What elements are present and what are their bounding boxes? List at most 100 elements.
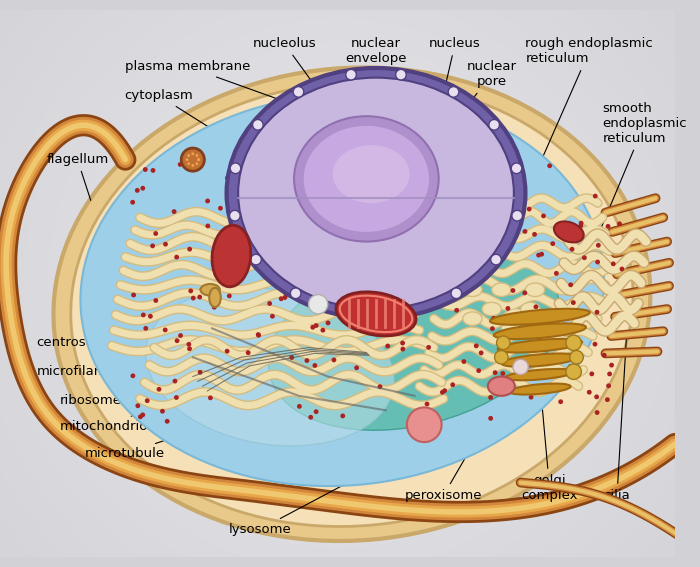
Circle shape	[396, 326, 401, 331]
Circle shape	[332, 358, 336, 362]
Circle shape	[230, 210, 240, 221]
Circle shape	[153, 231, 158, 236]
Circle shape	[181, 148, 204, 171]
Circle shape	[382, 290, 386, 295]
Circle shape	[188, 162, 190, 165]
Circle shape	[135, 403, 140, 408]
Ellipse shape	[212, 225, 251, 287]
Circle shape	[455, 200, 460, 205]
Circle shape	[270, 314, 275, 319]
Circle shape	[536, 253, 541, 257]
Circle shape	[400, 341, 405, 345]
Circle shape	[489, 120, 500, 130]
Circle shape	[605, 397, 610, 402]
Circle shape	[440, 390, 444, 395]
Circle shape	[197, 158, 200, 161]
Circle shape	[130, 374, 135, 378]
Circle shape	[382, 217, 387, 222]
Circle shape	[377, 384, 382, 389]
Circle shape	[527, 206, 531, 211]
Circle shape	[400, 346, 405, 352]
Circle shape	[448, 204, 453, 209]
Circle shape	[403, 319, 408, 324]
Circle shape	[225, 176, 230, 180]
Circle shape	[587, 390, 592, 395]
Circle shape	[309, 295, 328, 314]
Circle shape	[314, 323, 318, 328]
Circle shape	[267, 301, 272, 306]
Circle shape	[594, 310, 599, 315]
Circle shape	[595, 410, 599, 415]
Text: nuclear
pore: nuclear pore	[416, 60, 517, 172]
Circle shape	[140, 412, 145, 417]
Ellipse shape	[463, 283, 482, 297]
Circle shape	[199, 287, 204, 292]
Circle shape	[172, 209, 176, 214]
Circle shape	[595, 260, 600, 264]
Circle shape	[429, 160, 434, 164]
Ellipse shape	[269, 246, 561, 430]
Circle shape	[218, 206, 223, 211]
Circle shape	[297, 404, 302, 409]
Circle shape	[571, 300, 575, 305]
Circle shape	[530, 372, 534, 377]
Circle shape	[279, 183, 284, 188]
Circle shape	[511, 177, 515, 181]
Circle shape	[205, 198, 210, 204]
Ellipse shape	[509, 383, 570, 395]
Circle shape	[256, 333, 261, 338]
Circle shape	[195, 154, 198, 157]
Circle shape	[570, 247, 575, 252]
Circle shape	[354, 365, 359, 370]
Circle shape	[186, 158, 188, 161]
Circle shape	[547, 163, 552, 168]
Circle shape	[208, 395, 213, 400]
Circle shape	[589, 371, 594, 376]
Circle shape	[253, 120, 263, 130]
Circle shape	[272, 200, 276, 205]
Circle shape	[533, 304, 538, 309]
Circle shape	[283, 295, 287, 300]
Circle shape	[135, 188, 140, 193]
Circle shape	[442, 299, 447, 304]
Circle shape	[564, 354, 568, 358]
Circle shape	[385, 344, 390, 348]
Circle shape	[523, 229, 527, 234]
Circle shape	[197, 295, 202, 299]
Circle shape	[505, 306, 510, 311]
Circle shape	[310, 325, 315, 329]
Circle shape	[431, 194, 436, 199]
Circle shape	[188, 154, 190, 157]
Circle shape	[387, 270, 392, 276]
Circle shape	[157, 387, 162, 392]
Circle shape	[321, 229, 326, 234]
Circle shape	[532, 232, 537, 237]
Circle shape	[524, 329, 529, 335]
Circle shape	[372, 283, 377, 287]
Circle shape	[174, 255, 179, 260]
Circle shape	[522, 290, 527, 295]
Circle shape	[426, 345, 431, 350]
Circle shape	[471, 260, 475, 265]
Circle shape	[173, 379, 177, 383]
Circle shape	[495, 350, 508, 364]
Text: nucleolus: nucleolus	[253, 37, 360, 148]
Circle shape	[582, 255, 587, 260]
Ellipse shape	[463, 312, 482, 325]
Circle shape	[289, 355, 294, 360]
Circle shape	[314, 409, 318, 414]
Ellipse shape	[554, 222, 584, 243]
Ellipse shape	[227, 68, 526, 319]
Text: rough endoplasmic
reticulum: rough endoplasmic reticulum	[503, 37, 653, 249]
Circle shape	[186, 342, 191, 347]
Ellipse shape	[540, 312, 559, 325]
Circle shape	[611, 261, 616, 266]
Circle shape	[511, 210, 516, 215]
Circle shape	[606, 224, 610, 229]
Circle shape	[443, 169, 448, 174]
Ellipse shape	[491, 283, 511, 297]
Circle shape	[566, 364, 582, 379]
Circle shape	[594, 395, 599, 399]
Circle shape	[500, 371, 505, 376]
Circle shape	[246, 350, 251, 355]
